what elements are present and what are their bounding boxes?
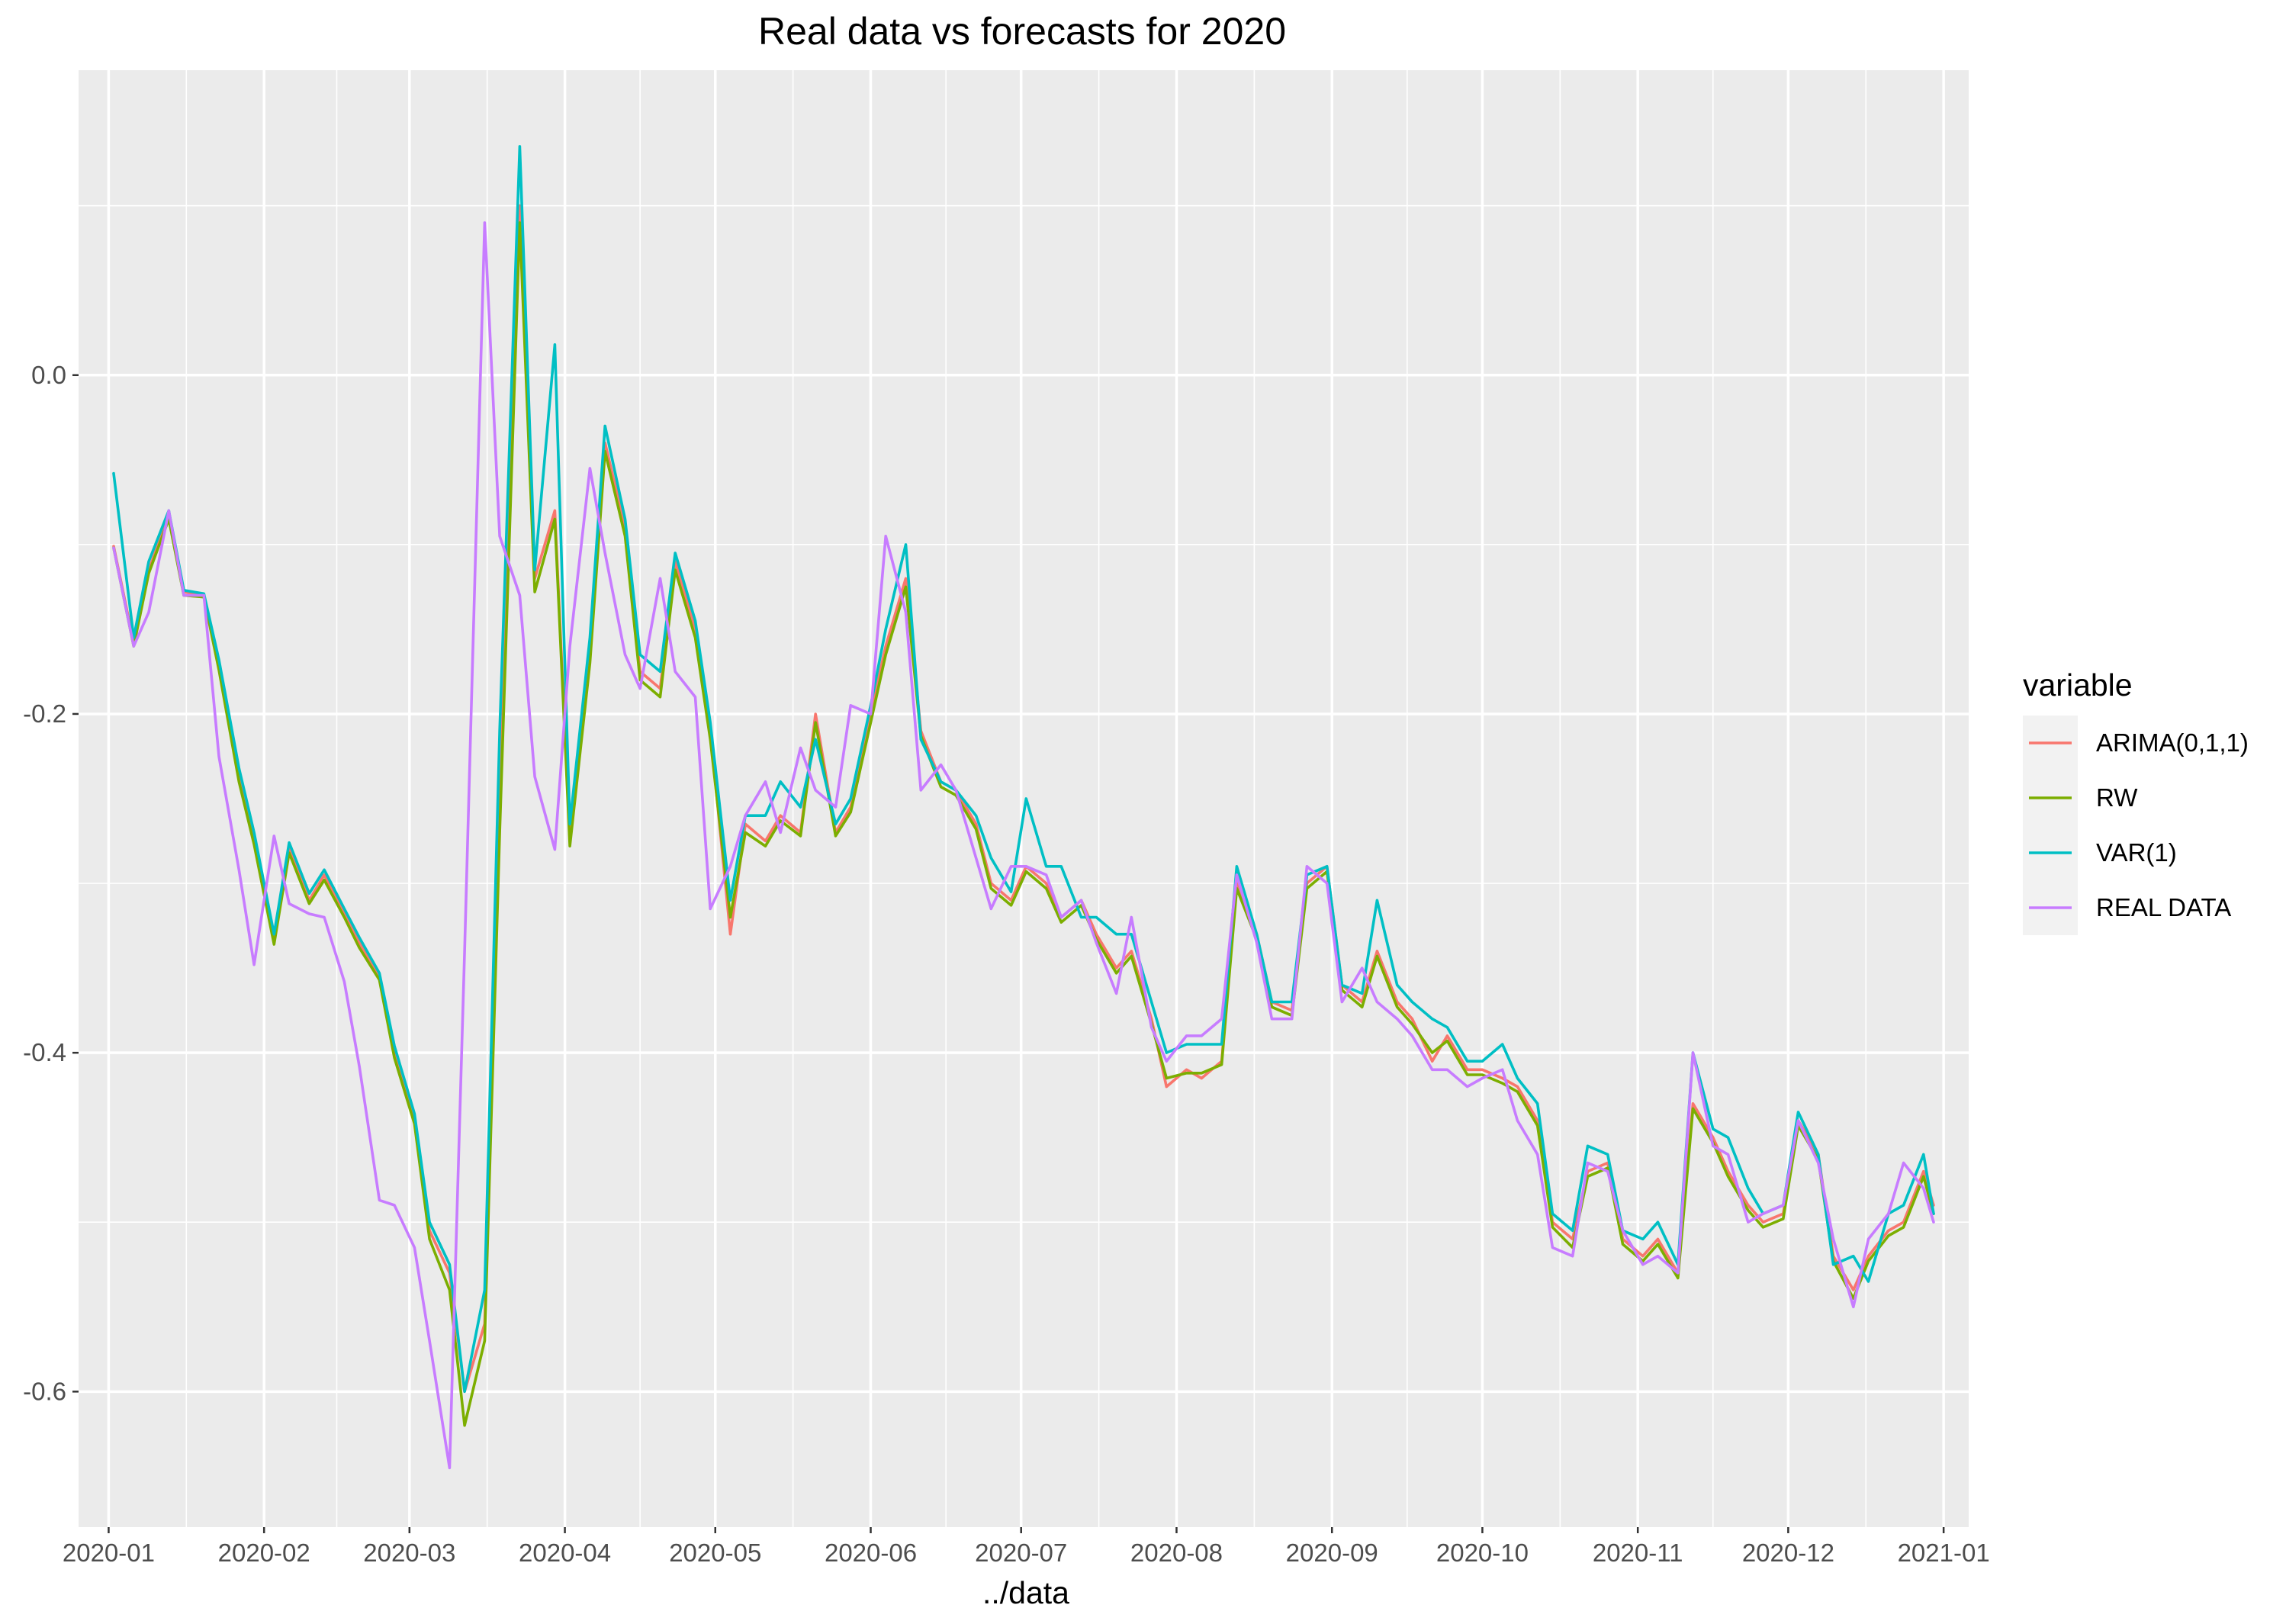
y-tick-label: 0.0 <box>31 361 66 389</box>
x-tick-label: 2020-05 <box>669 1539 761 1567</box>
x-axis-title: ../data <box>982 1575 1069 1610</box>
series-lines <box>112 145 1935 1470</box>
x-tick-label: 2020-08 <box>1130 1539 1223 1567</box>
x-tick-label: 2020-12 <box>1742 1539 1834 1567</box>
chart-title: Real data vs forecasts for 2020 <box>758 10 1286 53</box>
plot-panel <box>79 70 1969 1527</box>
legend-label: VAR(1) <box>2096 838 2177 867</box>
x-tick-label: 2021-01 <box>1898 1539 1990 1567</box>
legend-title: variable <box>2023 667 2133 703</box>
x-tick-label: 2020-03 <box>363 1539 455 1567</box>
x-tick-label: 2020-10 <box>1436 1539 1529 1567</box>
legend-label: REAL DATA <box>2096 893 2231 921</box>
x-tick-label: 2020-06 <box>825 1539 917 1567</box>
x-tick-label: 2020-02 <box>218 1539 310 1567</box>
legend-label: ARIMA(0,1,1) <box>2096 728 2249 757</box>
y-axis: 0.0 -0.2 -0.4 -0.6 <box>23 361 79 1405</box>
series-line-var-1 <box>112 145 1935 1394</box>
legend: variable ARIMA(0,1,1) RW VAR(1) REAL DATA <box>2023 667 2249 935</box>
y-tick-label: -0.4 <box>23 1038 66 1066</box>
x-axis: 2020-01 2020-02 2020-03 2020-04 2020-05 2020-… <box>63 1527 1990 1567</box>
x-tick-label: 2020-09 <box>1286 1539 1378 1567</box>
legend-label: RW <box>2096 783 2138 812</box>
x-tick-label: 2020-01 <box>63 1539 155 1567</box>
minor-gridlines <box>79 70 1969 1527</box>
x-tick-label: 2020-07 <box>975 1539 1067 1567</box>
series-line-real-data <box>112 221 1935 1470</box>
y-tick-label: -0.6 <box>23 1377 66 1405</box>
x-tick-label: 2020-11 <box>1593 1539 1683 1567</box>
x-tick-label: 2020-04 <box>519 1539 611 1567</box>
y-tick-label: -0.2 <box>23 699 66 728</box>
major-gridlines <box>79 70 1969 1527</box>
